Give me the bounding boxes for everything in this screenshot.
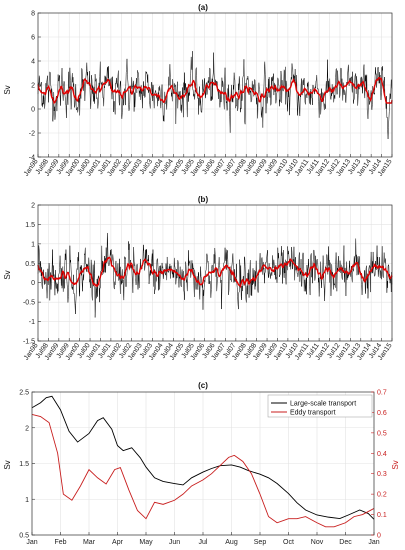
panel-c-title: (c): [198, 381, 208, 390]
panel-c-ylabel-right: Sv: [391, 460, 400, 469]
smoothed-series-line: [37, 77, 393, 105]
panel-a-title: (a): [198, 3, 208, 12]
y-tick-label: 1.5: [25, 222, 35, 229]
panel-a: (a) Sv -4-202468Jan98Jul98Jan99Jul99Jan0…: [3, 3, 394, 178]
y-right-tick-label: 0.7: [377, 390, 387, 397]
y-tick-label: -1: [29, 319, 35, 326]
y-tick-label: 1.5: [19, 461, 29, 468]
x-tick-label: Mar: [83, 539, 96, 546]
y-tick-label: 6: [31, 35, 35, 42]
legend-box: [267, 394, 373, 418]
y-tick-label: 1: [31, 241, 35, 248]
y-tick-label: 2: [31, 83, 35, 90]
panel-b: (b) Sv -1.5-1-0.500.511.52Jan98Jul98Jan9…: [3, 195, 394, 362]
y-right-tick-label: 0.5: [377, 430, 387, 437]
eddy-transport-line: [31, 414, 375, 528]
x-tick-label: Sep: [254, 539, 267, 546]
y-tick-label: -2: [29, 131, 35, 138]
y-tick-label: 4: [31, 59, 35, 66]
y-tick-label: 2.5: [19, 390, 29, 397]
x-tick-label: Jan: [26, 539, 37, 546]
panel-b-ylabel: Sv: [3, 270, 12, 279]
panel-b-title: (b): [198, 195, 209, 204]
y-tick-label: 0: [31, 107, 35, 114]
panel-c-ylabel: Sv: [3, 460, 12, 469]
y-tick-label: 1: [25, 497, 29, 504]
x-tick-label: Jan: [368, 539, 379, 546]
legend-label: Large-scale transport: [290, 401, 356, 408]
y-tick-label: 0.5: [25, 261, 35, 268]
y-tick-label: 2: [31, 203, 35, 210]
x-tick-label: Aug: [225, 539, 238, 546]
y-right-tick-label: 0.2: [377, 492, 387, 499]
y-tick-label: 8: [31, 11, 35, 18]
y-right-tick-label: 0.6: [377, 410, 387, 417]
y-tick-label: 0.5: [19, 533, 29, 540]
y-tick-label: 2: [25, 425, 29, 432]
legend: Large-scale transport Eddy transport: [267, 394, 373, 418]
y-right-tick-label: 0.4: [377, 451, 387, 458]
large-scale-transport-line: [31, 395, 375, 520]
y-tick-label: 0: [31, 280, 35, 287]
smoothed-series-line: [37, 256, 393, 289]
x-tick-label: Nov: [311, 539, 324, 546]
y-tick-label: -0.5: [23, 300, 35, 307]
x-tick-label: Dec: [339, 539, 352, 546]
y-tick-label: -1.5: [23, 339, 35, 346]
y-right-tick-label: 0.3: [377, 471, 387, 478]
raw-series-line: [37, 51, 393, 140]
y-right-tick-label: 0: [377, 533, 381, 540]
x-tick-label: Apr: [112, 539, 124, 546]
legend-label: Eddy transport: [290, 410, 336, 417]
x-tick-label: May: [139, 539, 153, 546]
x-tick-label: Jun: [169, 539, 180, 546]
x-tick-label: Oct: [283, 539, 294, 546]
panel-a-ylabel: Sv: [3, 85, 12, 94]
x-tick-label: Feb: [54, 539, 66, 546]
x-tick-label: Jul: [199, 539, 208, 546]
panel-c: (c) Sv Sv 0.5 1 1.5 2 2.5 0 0.1 0.2 0.3 0.4 0.5 0.6…: [3, 381, 400, 546]
y-right-tick-label: 0.1: [377, 512, 387, 519]
y-tick-label: -4: [29, 155, 35, 162]
